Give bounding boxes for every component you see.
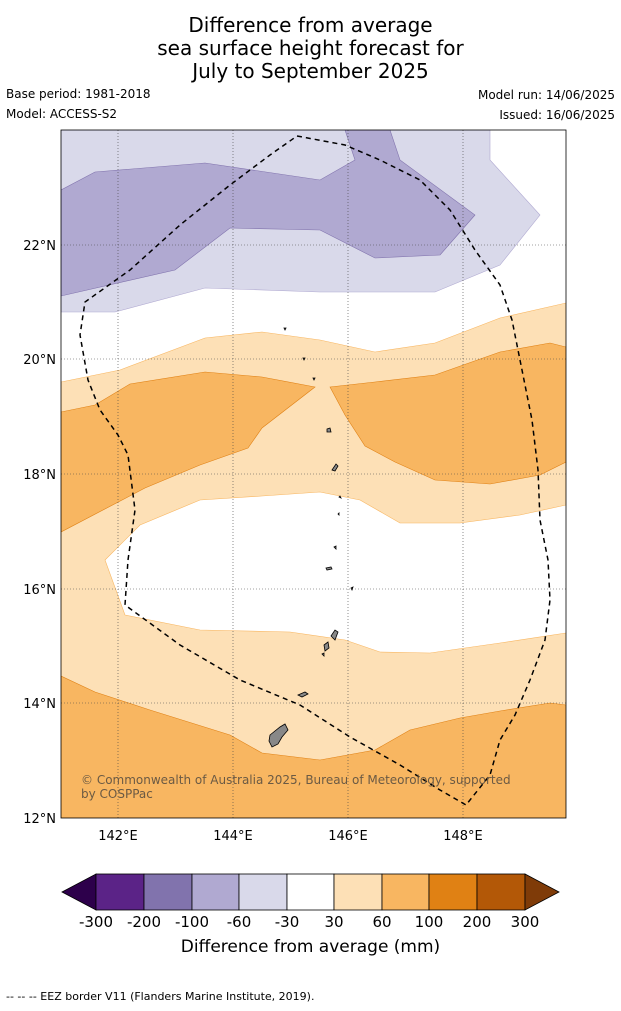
colorbar-bin-9	[476, 873, 526, 911]
colorbar-bin-8	[428, 873, 478, 911]
colorbar-over-arrow	[524, 873, 560, 911]
lat-tick-16: 16°N	[23, 583, 56, 598]
colorbar-tick: -30	[275, 913, 300, 931]
island-rota	[297, 691, 309, 698]
island-aguijan	[321, 652, 325, 657]
copyright-notice: © Commonwealth of Australia 2025, Bureau…	[81, 773, 511, 801]
colorbar-bin-2	[143, 873, 193, 911]
issued-label: Issued: 16/06/2025	[499, 108, 615, 122]
colorbar-label: Difference from average (mm)	[180, 937, 441, 957]
lat-tick-12: 12°N	[23, 812, 56, 827]
island-small-north	[283, 327, 287, 331]
title-line-3: July to September 2025	[192, 59, 429, 83]
colorbar-tick: 200	[463, 913, 492, 931]
model-label: Model: ACCESS-S2	[6, 107, 118, 121]
eez-border	[79, 135, 551, 806]
lat-tick-14: 14°N	[23, 697, 56, 712]
colorbar-tick: 30	[324, 913, 343, 931]
colorbar-bin-7	[381, 873, 430, 911]
island-alamagan	[333, 545, 337, 550]
colorbar-tick: -200	[127, 913, 161, 931]
lon-tick-144: 144°E	[213, 829, 253, 844]
colorbar-bin-4	[238, 873, 288, 911]
contour-orange-south	[61, 675, 566, 818]
lon-tick-148: 148°E	[443, 829, 483, 844]
lat-tick-labels: 22°N 20°N 18°N 16°N 14°N 12°N	[23, 239, 56, 827]
model-run-label: Model run: 14/06/2025	[477, 88, 615, 102]
islands	[268, 327, 354, 748]
colorbar-tick: -60	[227, 913, 252, 931]
colorbar-tick-labels: -300 -200 -100 -60 -30 30 60 100 200 300	[79, 913, 539, 931]
lat-tick-18: 18°N	[23, 468, 56, 483]
colorbar-bin-1	[95, 873, 145, 911]
island-anatahan	[325, 566, 333, 571]
map-title: Difference from average sea surface heig…	[0, 14, 621, 83]
map-frame	[60, 129, 567, 819]
lat-tick-20: 20°N	[23, 353, 56, 368]
lon-tick-146: 146°E	[328, 829, 368, 844]
island-small-mid	[350, 586, 354, 592]
lon-tick-labels: 142°E 144°E 146°E 148°E	[98, 829, 483, 844]
contour-orange-west	[61, 371, 316, 533]
lon-tick-142: 142°E	[98, 829, 138, 844]
island-guguan	[337, 512, 340, 516]
contour-lavender-north	[61, 130, 476, 297]
title-line-1: Difference from average	[188, 13, 433, 37]
title-line-2: sea surface height forecast for	[157, 36, 464, 60]
base-period-label: Base period: 1981-2018	[6, 87, 151, 101]
eez-legend-note: -- -- -- EEZ border V11 (Flanders Marine…	[6, 990, 315, 1003]
colorbar-bin-6	[333, 873, 383, 911]
gridlines	[61, 130, 566, 818]
colorbar-tick: -300	[79, 913, 113, 931]
colorbar-tick: -100	[175, 913, 209, 931]
island-saipan	[330, 629, 339, 641]
colorbar	[61, 873, 560, 911]
island-maug	[338, 495, 342, 499]
island-guam	[268, 723, 289, 748]
colorbar-bin-3	[191, 873, 240, 911]
island-tinian	[323, 641, 330, 652]
island-farallon	[302, 357, 306, 361]
colorbar-under-arrow	[61, 873, 97, 911]
colorbar-tick: 100	[415, 913, 444, 931]
island-pagan	[331, 463, 339, 472]
lat-tick-22: 22°N	[23, 239, 56, 254]
colorbar-bin-5	[286, 873, 335, 911]
island-asuncion	[312, 377, 316, 381]
island-agrihan	[326, 427, 332, 433]
colorbar-tick: 300	[511, 913, 540, 931]
contour-orange-east	[329, 342, 566, 485]
colorbar-tick: 60	[372, 913, 391, 931]
